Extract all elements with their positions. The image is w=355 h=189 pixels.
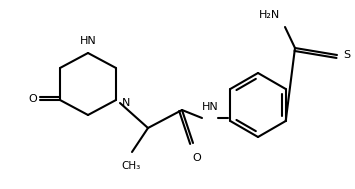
Text: CH₃: CH₃ [121, 161, 141, 171]
Text: S: S [343, 50, 350, 60]
Text: O: O [193, 153, 201, 163]
Text: O: O [29, 94, 37, 104]
Text: N: N [122, 98, 130, 108]
Text: HN: HN [80, 36, 96, 46]
Text: H₂N: H₂N [259, 10, 280, 20]
Text: HN: HN [202, 102, 218, 112]
